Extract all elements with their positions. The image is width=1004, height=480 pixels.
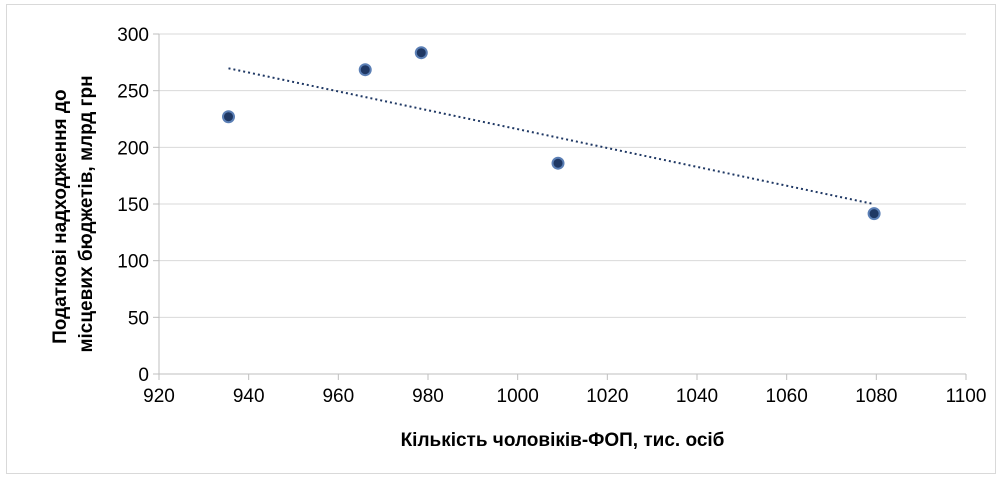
x-tick-label-980: 980 (412, 386, 444, 407)
x-tick-label-960: 960 (322, 386, 354, 407)
x-tick-label-1020: 1020 (586, 386, 628, 407)
data-point-3 (414, 46, 428, 60)
x-tick-label-920: 920 (143, 386, 175, 407)
x-tick-label-1060: 1060 (766, 386, 808, 407)
x-tick-label-1100: 1100 (946, 386, 987, 407)
data-points (221, 46, 881, 221)
y-tick-label-100: 100 (117, 252, 149, 273)
x-tick-label-1080: 1080 (855, 386, 897, 407)
data-point-1 (221, 110, 235, 124)
trendline-group (228, 67, 875, 206)
y-tick-labels: 0 50 100 150 200 250 300 (117, 25, 149, 386)
y-axis-title: Податкові надходження до місцевих бюджет… (50, 75, 97, 352)
y-tick-label-150: 150 (117, 195, 149, 216)
grid-lines (159, 33, 966, 318)
y-tick-label-300: 300 (117, 25, 149, 46)
y-tick-label-200: 200 (117, 138, 149, 159)
x-tick-label-1000: 1000 (497, 386, 539, 407)
chart-frame (6, 4, 996, 474)
x-tick-label-1040: 1040 (676, 386, 718, 407)
x-tick-label-940: 940 (233, 386, 265, 407)
y-axis-title-line-1: Податкові надходження до (50, 89, 71, 343)
y-tick-label-250: 250 (117, 82, 149, 103)
y-axis-title-line-2: місцевих бюджетів, млрд грн (76, 75, 97, 352)
data-point-2 (358, 63, 372, 77)
y-tick-label-50: 50 (128, 308, 149, 329)
x-tick-labels: 920 940 960 980 1000 1020 1040 1060 1080 1100 (143, 386, 986, 407)
x-axis-title: Кількість чоловіків-ФОП, тис. осіб (401, 430, 725, 451)
trendline (228, 67, 875, 206)
y-tick-label-0: 0 (138, 365, 149, 386)
data-point-4 (551, 156, 565, 170)
axes (153, 33, 967, 380)
data-point-5 (867, 207, 881, 221)
